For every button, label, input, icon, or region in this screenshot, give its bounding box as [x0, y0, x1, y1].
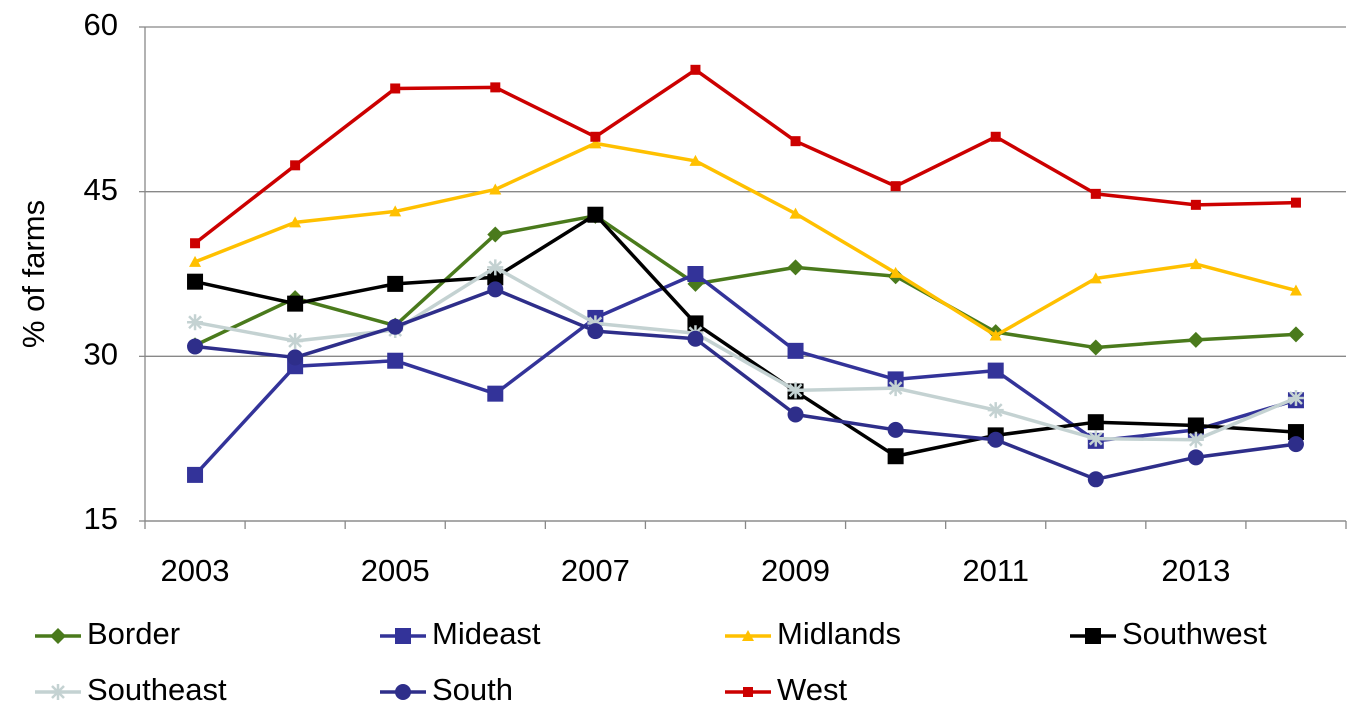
series-line — [194, 212, 1297, 458]
marker — [787, 342, 804, 359]
marker — [389, 205, 402, 217]
series-line — [194, 141, 1297, 338]
marker — [687, 315, 704, 332]
marker — [1287, 436, 1304, 453]
y-axis-title: % of farms — [16, 200, 51, 348]
marker — [690, 64, 701, 75]
marker — [1287, 326, 1304, 343]
marker — [1289, 284, 1302, 296]
marker — [743, 687, 753, 697]
x-tick-label: 2005 — [361, 553, 430, 588]
marker — [742, 630, 754, 641]
marker — [887, 380, 904, 397]
marker — [890, 181, 901, 192]
marker — [687, 330, 704, 347]
marker — [990, 131, 1001, 142]
marker — [290, 160, 301, 171]
series-line — [194, 265, 1297, 442]
series-line — [193, 68, 1296, 245]
marker — [1085, 628, 1101, 644]
marker — [395, 684, 411, 700]
marker — [887, 448, 904, 465]
marker — [489, 183, 502, 195]
x-tick-label: 2011 — [962, 553, 1029, 588]
marker — [1087, 339, 1104, 356]
marker — [487, 385, 504, 402]
marker — [787, 406, 804, 423]
marker — [1189, 258, 1202, 270]
legend-label: West — [777, 672, 847, 707]
marker — [1187, 331, 1204, 348]
marker — [1087, 414, 1104, 431]
marker — [1089, 272, 1102, 284]
marker — [987, 402, 1004, 419]
marker — [987, 362, 1004, 379]
marker — [189, 255, 202, 267]
legend-label: Southwest — [1122, 616, 1267, 651]
legend-label: Mideast — [432, 616, 541, 651]
series-line — [194, 287, 1297, 482]
marker — [487, 259, 504, 276]
series-line — [194, 214, 1297, 350]
marker — [789, 207, 802, 219]
marker — [387, 275, 404, 292]
marker — [1187, 449, 1204, 466]
marker — [1090, 188, 1101, 199]
marker — [587, 323, 604, 340]
marker — [187, 314, 204, 331]
marker — [287, 332, 304, 349]
marker — [787, 259, 804, 276]
x-tick-label: 2003 — [161, 553, 230, 588]
marker — [50, 628, 66, 644]
marker — [490, 82, 501, 93]
marker — [287, 295, 304, 312]
marker — [187, 466, 204, 483]
marker — [1087, 471, 1104, 488]
marker — [289, 216, 302, 228]
marker — [390, 83, 401, 94]
y-tick-label: 30 — [84, 337, 118, 372]
marker — [187, 338, 204, 355]
legend-label: Southeast — [87, 672, 227, 707]
marker — [1190, 199, 1201, 210]
marker — [687, 266, 704, 282]
marker — [987, 431, 1004, 448]
marker — [887, 421, 904, 438]
x-tick-label: 2007 — [561, 553, 630, 588]
marker — [787, 382, 804, 399]
x-tick-label: 2013 — [1161, 553, 1230, 588]
marker — [889, 266, 902, 278]
y-tick-label: 60 — [84, 7, 118, 42]
marker — [1290, 197, 1301, 208]
marker — [1087, 430, 1104, 447]
y-tick-label: 15 — [84, 501, 118, 536]
marker — [689, 154, 702, 166]
marker — [590, 131, 601, 142]
marker — [589, 137, 602, 149]
y-tick-label: 45 — [84, 172, 118, 207]
marker — [287, 349, 304, 366]
marker — [190, 238, 201, 249]
legend-label: Midlands — [777, 616, 901, 651]
marker — [395, 628, 411, 644]
marker — [1287, 424, 1304, 441]
marker — [50, 684, 66, 700]
legend-label: Border — [87, 616, 180, 651]
marker — [487, 269, 504, 286]
marker — [1187, 431, 1204, 448]
marker — [487, 281, 504, 298]
series-line — [193, 272, 1297, 477]
marker — [387, 352, 404, 369]
marker — [187, 273, 204, 290]
marker — [1287, 390, 1304, 407]
marker — [989, 329, 1002, 341]
marker — [1187, 417, 1204, 434]
legend-label: South — [432, 672, 513, 707]
marker — [790, 136, 801, 147]
marker — [587, 206, 604, 223]
marker — [387, 318, 404, 335]
marker — [487, 226, 504, 243]
x-tick-label: 2009 — [761, 553, 830, 588]
